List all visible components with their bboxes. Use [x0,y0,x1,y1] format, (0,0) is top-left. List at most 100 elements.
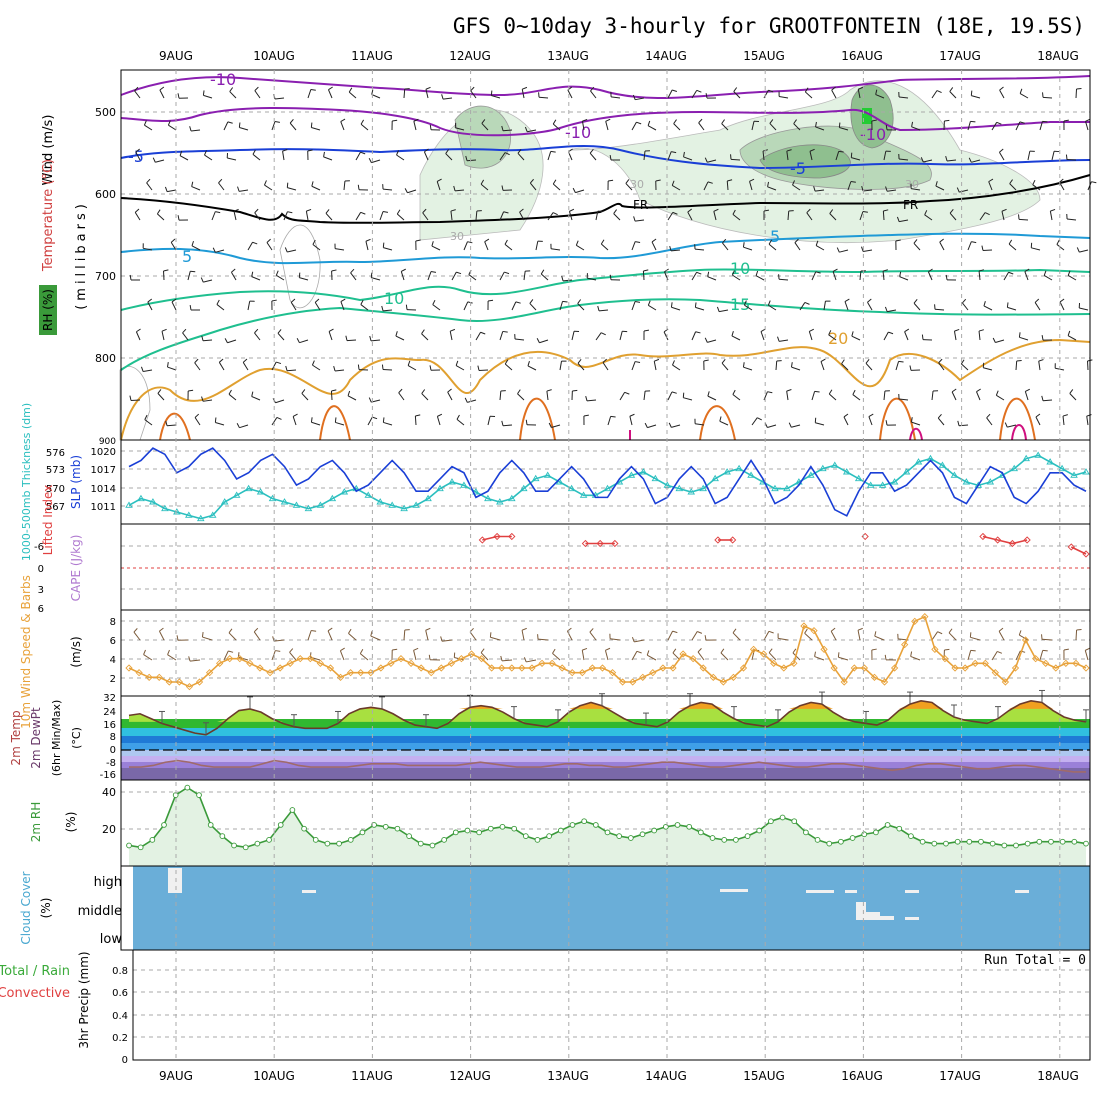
wind-barb [613,213,621,221]
wind-barb-feather [837,652,840,658]
wind-barb-feather [858,86,864,90]
wind-barb-feather [369,335,372,341]
wind-barb [1042,399,1053,402]
wind-barb-feather [696,271,702,275]
rh-point [406,833,412,839]
wind-barb [971,159,981,163]
wind-barb-feather [768,648,773,653]
li-tick: 6 [38,604,44,615]
top-date-label: 9AUG [159,49,193,63]
wind-barb-feather [960,359,965,365]
slp-tick: 1014 [91,484,116,495]
wind-barb [466,159,477,162]
bottom-date-label: 11AUG [351,1069,393,1083]
wind-barb [480,652,489,661]
wind-barb-feather [569,208,575,212]
wind-barb [521,630,525,641]
wind-speed-point [236,655,244,663]
wind-barb [946,159,957,162]
wind-barb [470,90,477,99]
wind-barb [521,89,525,99]
precip-total-label: Total / Rain [0,964,70,979]
wind-barb [1067,275,1077,281]
cloud-background [133,866,1090,950]
wind-barb [194,362,201,371]
contour-label: 10 [730,259,750,278]
wind-barb-feather [602,358,607,363]
contour-label: -10 [210,70,236,89]
wind-barb-feather [899,271,902,277]
wind-barb-feather [852,389,856,395]
wind-barb-feather [1059,178,1064,183]
wind-barb [475,331,481,341]
wind-barb-feather [635,361,641,363]
rh-point [616,833,623,839]
wind-barb [289,122,297,131]
thickness-point [328,494,337,502]
wind-speed-point [679,650,687,658]
wind-barb [1001,211,1005,221]
rh-point [534,837,541,843]
wind-barb-feather [218,178,223,184]
wind-barb-feather [882,269,888,272]
temp-warm-area [129,700,1086,722]
wind-barb-feather [1006,302,1009,308]
wind-barb [719,309,729,313]
rh-point [756,827,763,834]
rh-point [989,840,996,847]
wind-barb-feather [572,187,576,193]
wind-speed-point [427,669,435,677]
wind-barb [683,156,693,161]
wind-barb-feather [583,414,589,417]
contour-label: 30 [630,178,644,191]
rh-point [1083,840,1089,847]
wind-barb [671,424,681,428]
wind-barb [619,331,623,341]
wind-barb-feather [340,118,346,123]
wind-barb-feather [360,299,364,305]
wind-barb-feather [323,151,325,157]
wind-barb [991,651,998,661]
wind-barb-feather [140,366,144,372]
cloud-gap [1015,890,1029,893]
thickness-point [579,491,588,498]
wind-barb-feather [200,277,204,283]
wind-barb-feather [707,271,710,277]
wind-barb-feather [910,651,913,657]
wind-barb-feather [521,627,527,631]
wind-barb [307,630,312,641]
thickness-point [830,461,839,468]
wind-barb-feather [694,302,697,308]
wind-barb [651,241,657,251]
wind-speed-point [437,664,445,672]
wind-barb-feather [841,359,845,365]
wind-barb [698,122,705,131]
wind-barb [970,636,981,641]
wind-barb-feather [432,299,436,305]
rh-point [289,807,296,813]
wind-barb [422,212,429,221]
wind-barb [631,121,637,131]
wind-barb [673,123,681,131]
wind-barb [276,274,285,281]
wind-barb [547,151,552,161]
wind-barb [348,91,357,99]
wind-barb-feather [957,420,960,426]
wind-barb [667,89,673,99]
wind-barb-feather [1024,268,1030,272]
wind-barb-feather [489,632,492,638]
thickness-point [531,474,540,482]
temp2m-panel: 32 24 16 8 0 -8 -16 2m Temp 2m DewPt (6h… [9,689,1091,781]
wind-barb-feather [804,301,810,305]
wind-barb-feather [488,299,494,302]
wind-barb [312,244,321,251]
rh-unit: (%) [64,812,78,833]
temp-tick: -16 [100,770,116,781]
wind-barb [751,417,758,426]
cape-frame [120,523,1091,611]
wind-barb-feather [669,245,672,252]
wind-barb [726,180,729,191]
wind-barb-feather [608,179,614,182]
wind-barb-feather [328,86,333,91]
wind-barb [1024,391,1029,401]
